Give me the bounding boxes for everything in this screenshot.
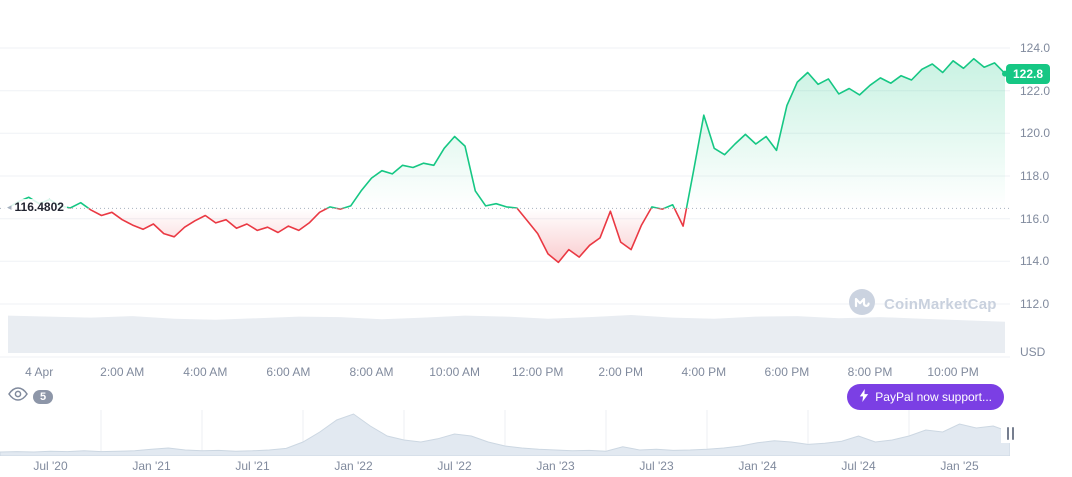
x-axis-label: 10:00 PM bbox=[927, 365, 979, 379]
range-axis-label: Jul '22 bbox=[437, 459, 472, 473]
x-axis: 4 Apr 2:00 AM 4:00 AM 6:00 AM 8:00 AM 10:00 A… bbox=[0, 365, 1010, 381]
x-axis-label: 10:00 AM bbox=[429, 365, 480, 379]
baseline-price-label: ◂ 116.4802 bbox=[4, 199, 67, 216]
range-axis-label: Jul '23 bbox=[639, 459, 674, 473]
baseline-marker-icon: ◂ bbox=[7, 201, 12, 212]
baseline-price-value: 116.4802 bbox=[14, 200, 64, 215]
x-axis-label: 2:00 PM bbox=[598, 365, 644, 379]
range-axis-label: Jan '25 bbox=[940, 459, 979, 473]
range-axis-label: Jan '21 bbox=[132, 459, 171, 473]
price-chart-canvas[interactable] bbox=[0, 0, 1010, 358]
range-axis: Jul '20 Jan '21 Jul '21 Jan '22 Jul '22 Jan '… bbox=[0, 459, 1010, 473]
paypal-promo-button[interactable]: PayPal now support... bbox=[847, 383, 1004, 410]
lightning-icon bbox=[859, 388, 869, 405]
range-axis-label: Jan '23 bbox=[536, 459, 575, 473]
x-axis-label: 6:00 AM bbox=[266, 365, 311, 379]
watchlist-indicator[interactable]: 5 bbox=[8, 387, 54, 406]
x-axis-label: 8:00 PM bbox=[847, 365, 893, 379]
x-axis-label: 2:00 AM bbox=[100, 365, 145, 379]
x-axis-label: 6:00 PM bbox=[764, 365, 810, 379]
coinmarketcap-watermark: CoinMarketCap bbox=[848, 288, 997, 321]
range-axis-label: Jan '24 bbox=[738, 459, 777, 473]
range-axis-label: Jan '22 bbox=[334, 459, 373, 473]
range-axis-label: Jul '24 bbox=[841, 459, 876, 473]
x-axis-label: 4 Apr bbox=[25, 365, 54, 379]
watchlist-count-badge: 5 bbox=[33, 389, 54, 404]
current-price-badge: 122.8 bbox=[1006, 63, 1051, 84]
y-axis-label: 112.0 bbox=[1020, 297, 1050, 311]
y-axis-label: 124.0 bbox=[1020, 41, 1051, 55]
y-axis-label: 116.0 bbox=[1020, 211, 1050, 226]
y-axis: USD 124.0 122.0 120.0 118.0 116.0 114.0 112.0 bbox=[1010, 0, 1072, 477]
x-axis-label: 4:00 AM bbox=[183, 365, 228, 379]
y-axis-label: 118.0 bbox=[1020, 169, 1050, 183]
watermark-text: CoinMarketCap bbox=[884, 296, 997, 313]
promo-label: PayPal now support... bbox=[875, 389, 992, 404]
eye-icon bbox=[8, 387, 28, 406]
x-axis-label: 8:00 AM bbox=[349, 365, 394, 379]
coinmarketcap-logo-icon bbox=[848, 288, 876, 321]
x-axis-label: 4:00 PM bbox=[681, 365, 727, 379]
range-selector-canvas[interactable] bbox=[0, 410, 1011, 457]
chart-meta-row: 5 PayPal now support... bbox=[0, 383, 1010, 410]
y-axis-label: 122.0 bbox=[1020, 83, 1051, 98]
range-selector[interactable] bbox=[0, 410, 1011, 457]
currency-label: USD bbox=[1020, 345, 1046, 359]
y-axis-label: 120.0 bbox=[1020, 126, 1051, 141]
main-chart[interactable]: ◂ 116.4802 CoinMarketCap bbox=[0, 0, 1010, 358]
y-axis-label: 114.0 bbox=[1020, 254, 1050, 269]
range-axis-label: Jul '20 bbox=[33, 459, 68, 473]
x-axis-label: 12:00 PM bbox=[512, 365, 564, 379]
range-axis-label: Jul '21 bbox=[235, 459, 270, 473]
range-drag-handle[interactable] bbox=[1001, 423, 1019, 443]
